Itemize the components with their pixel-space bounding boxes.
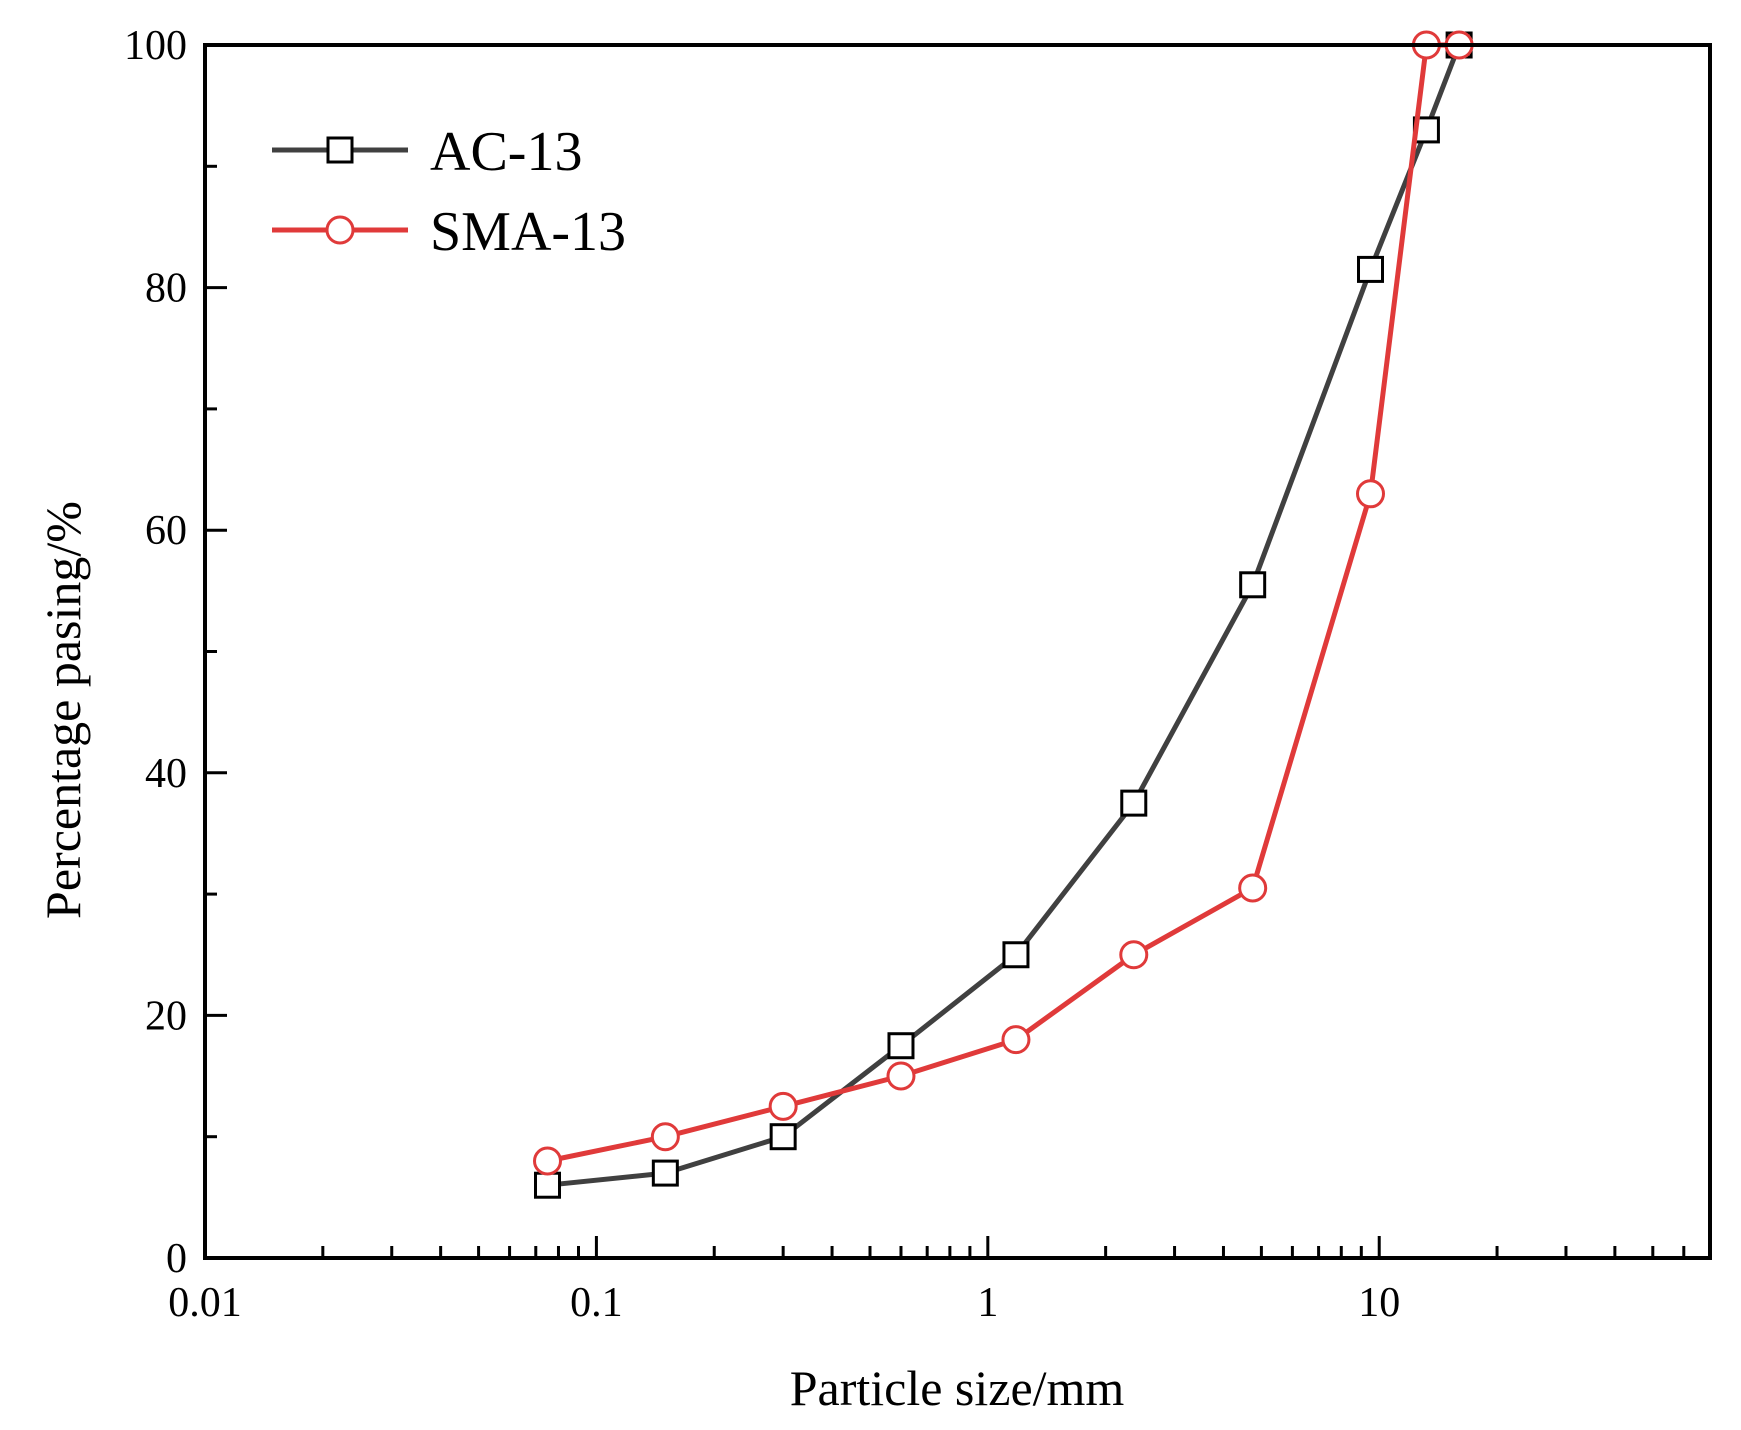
data-point-sma-13: [886, 1061, 916, 1091]
y-tick-label: 0: [166, 1236, 187, 1282]
x-axis-title: Particle size/mm: [790, 1360, 1125, 1416]
y-axis-tick-labels: 0 20 40 60 80 100: [124, 23, 187, 1282]
data-point-sma-13: [533, 1146, 563, 1176]
y-tick-label: 60: [145, 508, 187, 554]
series-line-ac-13: [547, 44, 1462, 1188]
x-axis-ticks: [203, 1236, 1712, 1258]
data-point-ac-13: [887, 1032, 915, 1060]
data-point-sma-13: [1001, 1025, 1031, 1055]
data-point-sma-13: [1238, 873, 1268, 903]
legend-label-ac-13: AC-13: [430, 121, 582, 183]
y-tick-label: 40: [145, 751, 187, 797]
data-point-sma-13: [650, 1122, 680, 1152]
y-tick-label: 100: [124, 23, 187, 69]
data-point-ac-13: [534, 1171, 562, 1199]
data-point-ac-13: [1239, 571, 1267, 599]
y-tick-label: 80: [145, 266, 187, 312]
series-line-sma-13: [546, 42, 1460, 1164]
x-tick-label: 0.1: [570, 1280, 623, 1326]
data-point-ac-13: [1002, 941, 1030, 969]
data-point-sma-13: [1119, 940, 1149, 970]
data-point-sma-13: [1356, 479, 1386, 509]
data-point-ac-13: [1120, 789, 1148, 817]
legend-label-sma-13: SMA-13: [430, 201, 626, 263]
y-axis-ticks: [205, 43, 227, 1260]
x-axis-tick-labels: 0.01 0.1 1 10: [168, 1280, 1400, 1326]
legend-marker-ac-13: [326, 136, 354, 164]
x-tick-label: 0.01: [168, 1280, 242, 1326]
y-tick-label: 20: [145, 993, 187, 1039]
y-axis-title: Percentage pasing/%: [35, 501, 91, 919]
data-point-ac-13: [769, 1123, 797, 1151]
data-point-ac-13: [1357, 255, 1385, 283]
legend: AC-13 SMA-13: [272, 121, 626, 263]
legend-marker-sma-13: [325, 215, 355, 245]
data-point-ac-13: [651, 1159, 679, 1187]
x-tick-label: 10: [1358, 1280, 1400, 1326]
x-tick-label: 1: [977, 1280, 998, 1326]
data-point-sma-13: [768, 1091, 798, 1121]
